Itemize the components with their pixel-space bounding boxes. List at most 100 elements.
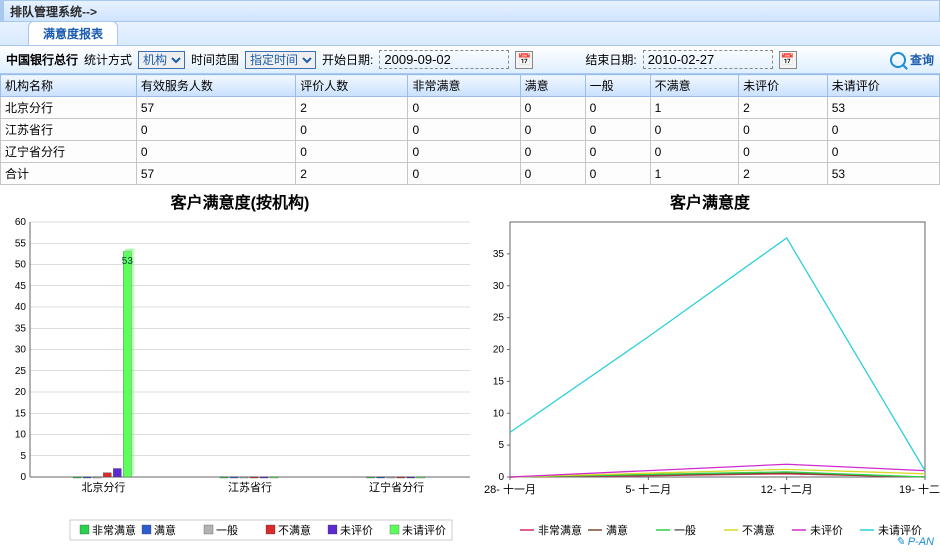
table-cell: 1 xyxy=(650,97,739,119)
svg-text:5: 5 xyxy=(498,440,504,451)
time-range-label: 时间范围 xyxy=(191,51,239,68)
table-cell: 0 xyxy=(585,141,650,163)
start-date-label: 开始日期: xyxy=(322,51,373,68)
svg-text:不满意: 不满意 xyxy=(278,523,311,537)
time-range-select[interactable]: 指定时间 xyxy=(245,51,316,69)
start-date-calendar-icon[interactable]: 📅 xyxy=(515,51,533,69)
svg-text:0: 0 xyxy=(498,472,504,483)
table-cell: 0 xyxy=(739,141,828,163)
svg-text:5: 5 xyxy=(20,451,26,462)
table-header-cell: 非常满意 xyxy=(408,75,520,97)
svg-text:20: 20 xyxy=(493,345,505,356)
tab-report[interactable]: 满意度报表 xyxy=(28,21,118,45)
svg-text:19- 十二月: 19- 十二月 xyxy=(899,482,940,496)
charts-container: 客户满意度(按机构) 05101520253035404550556053北京分… xyxy=(0,185,940,550)
bar-chart-title: 客户满意度(按机构) xyxy=(0,185,480,217)
table-cell: 0 xyxy=(585,163,650,185)
table-header-cell: 未请评价 xyxy=(827,75,939,97)
table-header-cell: 未评价 xyxy=(739,75,828,97)
table-cell: 0 xyxy=(827,119,939,141)
table-cell: 合计 xyxy=(1,163,137,185)
line-chart-svg: 0510152025303528- 十一月5- 十二月12- 十二月19- 十二… xyxy=(480,217,940,547)
line-chart-title: 客户满意度 xyxy=(480,185,940,217)
table-cell: 57 xyxy=(136,97,295,119)
table-cell: 0 xyxy=(585,119,650,141)
table-cell: 0 xyxy=(408,97,520,119)
table-header-cell: 满意 xyxy=(520,75,585,97)
table-cell: 0 xyxy=(296,119,408,141)
table-cell: 2 xyxy=(296,163,408,185)
table-cell: 0 xyxy=(408,119,520,141)
table-cell: 0 xyxy=(739,119,828,141)
table-cell: 2 xyxy=(739,163,828,185)
svg-text:12- 十二月: 12- 十二月 xyxy=(761,482,813,496)
tab-bar: 满意度报表 xyxy=(0,22,940,46)
table-cell: 0 xyxy=(136,141,295,163)
svg-text:45: 45 xyxy=(15,281,27,292)
end-date-input[interactable]: 2010-02-27 xyxy=(643,50,773,69)
table-cell: 0 xyxy=(520,163,585,185)
svg-text:满意: 满意 xyxy=(154,523,176,537)
svg-text:北京分行: 北京分行 xyxy=(81,480,125,494)
svg-text:15: 15 xyxy=(15,408,27,419)
table-cell: 0 xyxy=(408,163,520,185)
end-date-label: 结束日期: xyxy=(585,51,636,68)
table-header-row: 机构名称有效服务人数评价人数非常满意满意一般不满意未评价未请评价 xyxy=(1,75,940,97)
table-cell: 2 xyxy=(739,97,828,119)
svg-text:10: 10 xyxy=(493,408,505,419)
query-label: 查询 xyxy=(910,51,934,68)
end-date-calendar-icon[interactable]: 📅 xyxy=(779,51,797,69)
table-cell: 0 xyxy=(650,119,739,141)
table-row: 合计5720001253 xyxy=(1,163,940,185)
svg-text:非常满意: 非常满意 xyxy=(538,523,582,537)
system-header: 排队管理系统--> xyxy=(0,0,940,22)
svg-text:15: 15 xyxy=(493,376,505,387)
table-cell: 0 xyxy=(650,141,739,163)
table-cell: 辽宁省分行 xyxy=(1,141,137,163)
svg-text:满意: 满意 xyxy=(606,523,628,537)
table-cell: 2 xyxy=(296,97,408,119)
table-header-cell: 有效服务人数 xyxy=(136,75,295,97)
filter-bar: 中国银行总行 统计方式 机构 时间范围 指定时间 开始日期: 2009-09-0… xyxy=(0,46,940,74)
svg-text:53: 53 xyxy=(122,256,134,267)
svg-text:辽宁省分行: 辽宁省分行 xyxy=(369,480,424,494)
svg-text:江苏省行: 江苏省行 xyxy=(228,481,272,494)
org-label: 中国银行总行 xyxy=(6,51,78,68)
svg-text:0: 0 xyxy=(20,472,26,483)
svg-text:未评价: 未评价 xyxy=(340,524,373,537)
svg-text:5- 十二月: 5- 十二月 xyxy=(625,482,671,496)
svg-text:25: 25 xyxy=(493,313,505,324)
svg-text:不满意: 不满意 xyxy=(742,523,775,537)
table-header-cell: 一般 xyxy=(585,75,650,97)
stat-method-label: 统计方式 xyxy=(84,51,132,68)
svg-text:30: 30 xyxy=(493,281,505,292)
svg-text:20: 20 xyxy=(15,387,27,398)
data-table: 机构名称有效服务人数评价人数非常满意满意一般不满意未评价未请评价 北京分行572… xyxy=(0,74,940,185)
table-body: 北京分行5720001253江苏省行00000000辽宁省分行00000000合… xyxy=(1,97,940,185)
stat-method-select[interactable]: 机构 xyxy=(138,51,185,69)
system-title: 排队管理系统--> xyxy=(10,3,97,20)
query-button[interactable]: 查询 xyxy=(890,51,934,68)
table-cell: 0 xyxy=(296,141,408,163)
svg-text:一般: 一般 xyxy=(216,524,238,537)
table-cell: 57 xyxy=(136,163,295,185)
svg-text:40: 40 xyxy=(15,302,27,313)
start-date-input[interactable]: 2009-09-02 xyxy=(379,50,509,69)
table-cell: 53 xyxy=(827,97,939,119)
brand-logo: ✎ P-AN xyxy=(895,535,934,548)
bar-chart-svg: 05101520253035404550556053北京分行江苏省行辽宁省分行非… xyxy=(0,217,480,547)
table-cell: 0 xyxy=(408,141,520,163)
svg-text:未请评价: 未请评价 xyxy=(402,524,446,537)
svg-text:非常满意: 非常满意 xyxy=(92,523,136,537)
table-header-cell: 不满意 xyxy=(650,75,739,97)
table-cell: 0 xyxy=(827,141,939,163)
svg-text:一般: 一般 xyxy=(674,524,696,537)
table-cell: 0 xyxy=(585,97,650,119)
table-row: 辽宁省分行00000000 xyxy=(1,141,940,163)
table-cell: 53 xyxy=(827,163,939,185)
table-row: 江苏省行00000000 xyxy=(1,119,940,141)
line-chart: 客户满意度 0510152025303528- 十一月5- 十二月12- 十二月… xyxy=(480,185,940,550)
table-header-cell: 评价人数 xyxy=(296,75,408,97)
table-cell: 江苏省行 xyxy=(1,119,137,141)
table-cell: 0 xyxy=(520,119,585,141)
